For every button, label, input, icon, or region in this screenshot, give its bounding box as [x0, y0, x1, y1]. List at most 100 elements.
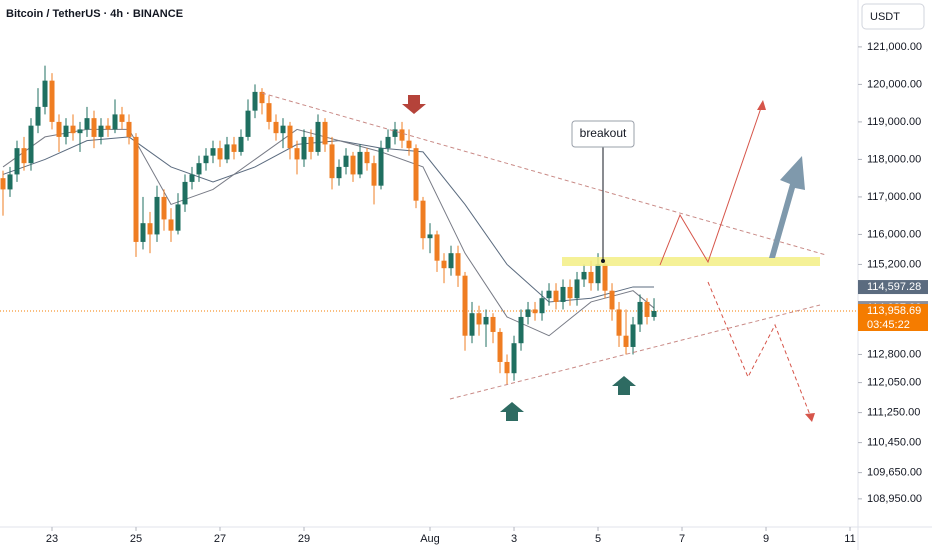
currency-button[interactable]	[861, 3, 925, 30]
candle-body	[651, 310, 657, 317]
candle-body	[133, 136, 139, 242]
y-tick-label: 121,000.00	[867, 41, 922, 53]
candle-body	[252, 91, 258, 111]
candle-body	[567, 286, 573, 299]
candle-body	[455, 253, 461, 276]
candle-body	[315, 121, 321, 152]
candle-body	[35, 106, 41, 126]
y-tick-label: 112,050.00	[867, 376, 921, 388]
x-tick-label: 23	[46, 533, 58, 545]
candle-body	[308, 136, 314, 152]
candle-body	[350, 155, 356, 175]
candle-body	[560, 286, 566, 302]
callout-dot	[601, 259, 605, 263]
candle-body	[63, 125, 69, 137]
candle-body	[637, 301, 643, 325]
candle-body	[49, 80, 55, 122]
x-tick-label: 3	[511, 533, 517, 545]
y-tick-label: 111,250.00	[867, 407, 920, 419]
candle-body	[210, 148, 216, 156]
down-arrow	[402, 95, 426, 114]
candle-body	[14, 148, 20, 175]
candle-body	[490, 316, 496, 332]
candle-body	[364, 151, 370, 164]
price-tag-label: 113,958.69	[867, 305, 921, 317]
candle-body	[126, 121, 132, 137]
candle-body	[532, 309, 538, 314]
candle-body	[357, 151, 363, 175]
y-tick-label: 116,000.00	[867, 228, 921, 240]
x-tick-label: 9	[763, 533, 769, 545]
candle-body	[182, 181, 188, 205]
y-tick-label: 108,950.00	[867, 493, 922, 505]
candle-body	[196, 163, 202, 175]
candle-body	[434, 234, 440, 261]
candle-body	[294, 148, 300, 160]
up-arrow	[612, 376, 636, 395]
candle-body	[483, 316, 489, 325]
candle-body	[469, 313, 475, 336]
candle-body	[105, 125, 111, 130]
candle-body	[420, 200, 426, 239]
currency-label[interactable]: USDT	[870, 11, 900, 23]
x-tick-label: 11	[844, 533, 855, 545]
callout-text: breakout	[580, 126, 627, 140]
candle-body	[245, 110, 251, 137]
x-tick-label: 5	[595, 533, 601, 545]
bull-path	[659, 101, 764, 266]
x-tick-label: 7	[679, 533, 685, 545]
candle-body	[154, 196, 160, 235]
candle-body	[553, 290, 559, 302]
candle-body	[602, 264, 608, 291]
candle-body	[147, 223, 153, 235]
candle-body	[518, 316, 524, 344]
candle-body	[301, 136, 307, 160]
candle-body	[84, 118, 90, 130]
candle-body	[609, 290, 615, 310]
y-tick-label: 118,000.00	[867, 153, 921, 165]
candle-body	[189, 174, 195, 182]
candle-body	[7, 174, 13, 190]
candle-body	[28, 125, 34, 164]
candle-body	[574, 279, 580, 299]
arrowhead	[757, 100, 766, 110]
arrowhead	[805, 413, 815, 422]
price-tag-label: 114,597.28	[867, 281, 921, 293]
candle-body	[0, 178, 6, 190]
candle-body	[644, 301, 650, 317]
price-tag	[858, 280, 928, 295]
candle-body	[595, 264, 601, 284]
candle-body	[70, 125, 76, 134]
candle-body	[119, 114, 125, 122]
candle-body	[343, 155, 349, 167]
candle-body	[161, 196, 167, 220]
chart-title: Bitcoin / TetherUS · 4h · BINANCE	[6, 8, 183, 20]
candle-body	[630, 324, 636, 347]
candle-body	[140, 223, 146, 242]
candle-body	[539, 298, 545, 314]
candle-body	[91, 118, 97, 137]
candle-body	[56, 121, 62, 137]
candle-body	[588, 271, 594, 284]
y-tick-label: 109,650.00	[867, 467, 922, 479]
candle-body	[336, 166, 342, 179]
candle-body	[21, 148, 27, 164]
candle-body	[371, 163, 377, 186]
candle-body	[413, 148, 419, 201]
candle-body	[399, 129, 405, 141]
candle-body	[287, 125, 293, 149]
y-tick-label: 112,800.00	[867, 348, 921, 360]
candle-body	[546, 290, 552, 299]
candle-body	[406, 140, 412, 149]
callout-box	[571, 120, 635, 148]
up-arrow	[500, 402, 524, 421]
x-tick-label: 29	[298, 533, 310, 545]
candle-body	[203, 155, 209, 164]
candle-body	[504, 361, 510, 374]
x-tick-label: 25	[130, 533, 142, 545]
candle-body	[42, 80, 48, 107]
candle-body	[259, 91, 265, 104]
x-tick-label: Aug	[420, 533, 440, 545]
